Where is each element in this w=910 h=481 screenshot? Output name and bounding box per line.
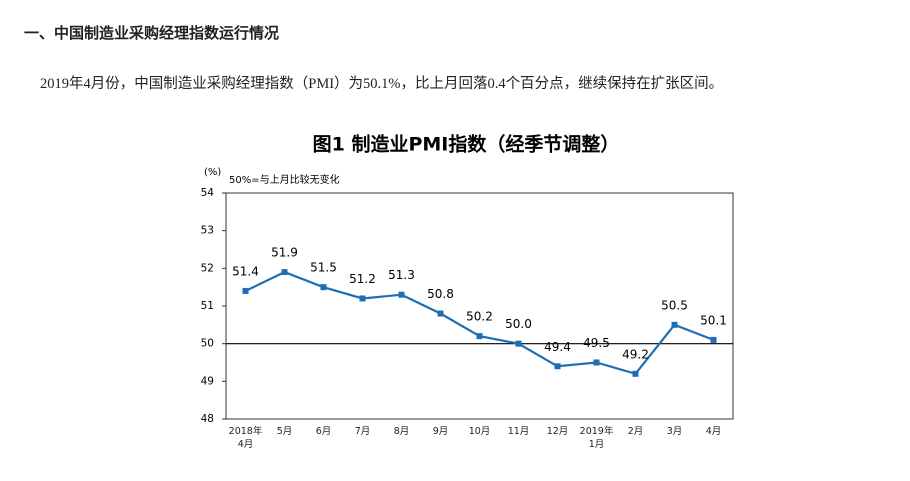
marker (710, 336, 717, 343)
y-tick-label: 52 (201, 262, 214, 274)
data-label: 51.5 (310, 261, 337, 275)
marker (593, 359, 600, 366)
marker (281, 269, 288, 276)
data-label: 50.5 (661, 298, 688, 312)
data-label: 51.3 (388, 268, 415, 282)
x-tick-label: 11月 (507, 426, 530, 437)
data-label: 50.1 (700, 313, 727, 327)
chart-title: 图1 制造业PMI指数（经季节调整） (313, 133, 620, 156)
x-tick-label: 6月 (315, 426, 332, 437)
marker (515, 340, 522, 347)
marker (671, 321, 678, 328)
marker (320, 284, 327, 291)
x-tick-label: 12月 (546, 426, 569, 437)
x-tick-label: 5月 (276, 426, 293, 437)
plot-frame (225, 192, 734, 420)
x-tick-label: 2月 (627, 426, 644, 437)
data-label: 49.5 (583, 336, 610, 350)
marker (554, 363, 561, 370)
data-label: 51.4 (232, 264, 259, 278)
y-tick-label: 54 (201, 187, 215, 199)
x-tick-label: 3月 (666, 426, 683, 437)
marker (398, 291, 405, 298)
x-tick-label: 7月 (354, 426, 371, 437)
x-tick-label: 4月 (705, 426, 722, 437)
data-label: 50.8 (427, 287, 454, 301)
paragraph: 2019年4月份，中国制造业采购经理指数（PMI）为50.1%，比上月回落0.4… (40, 76, 724, 92)
y-tick-label: 48 (201, 413, 214, 425)
note: 50%=与上月比较无变化 (229, 173, 340, 186)
x-tick-label: 8月 (393, 426, 410, 437)
data-label: 49.4 (544, 340, 571, 354)
x-tick-label: 9月 (432, 426, 449, 437)
data-label: 49.2 (622, 347, 649, 361)
marker (242, 287, 249, 294)
data-label: 50.2 (466, 310, 493, 324)
marker (476, 333, 483, 340)
x-tick-label: 2018年 4月 (228, 426, 263, 450)
y-tick-label: 49 (201, 375, 214, 387)
y-tick-label: 53 (201, 225, 214, 237)
heading: 一、中国制造业采购经理指数运行情况 (24, 24, 280, 42)
marker (632, 370, 639, 377)
data-label: 51.2 (349, 272, 376, 286)
marker (437, 310, 444, 317)
x-tick-label: 10月 (468, 426, 491, 437)
y-tick-label: 51 (201, 300, 214, 312)
y-unit: (%) (204, 167, 221, 178)
data-label: 51.9 (271, 246, 298, 260)
x-tick-label: 2019年 1月 (579, 426, 614, 450)
marker (359, 295, 366, 302)
data-label: 50.0 (505, 317, 532, 331)
y-tick-label: 50 (201, 338, 214, 350)
